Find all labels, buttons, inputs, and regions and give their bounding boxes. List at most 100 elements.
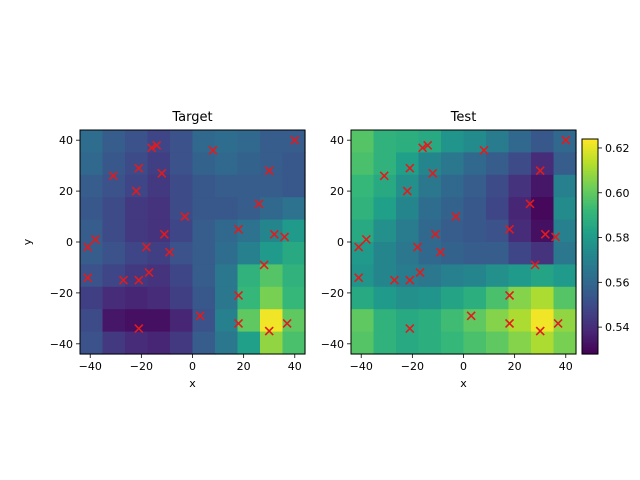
colorbar-tick-label: 0.58 [605, 232, 630, 245]
target-heatmap-cell [102, 242, 126, 265]
colorbar-segment [582, 181, 598, 185]
colorbar-segment [582, 188, 598, 192]
colorbar-segment [582, 349, 598, 353]
test-heatmap-cell [396, 130, 420, 153]
target-heatmap-cell [102, 286, 126, 310]
target-heatmap-cell [125, 309, 149, 333]
test-heatmap-cell [373, 197, 397, 221]
test-marker-x [389, 275, 400, 285]
target-heatmap-cell [260, 152, 284, 176]
target-heatmap-cell [192, 174, 216, 198]
test-marker-x [402, 186, 412, 196]
target-heatmap-cell [102, 197, 126, 221]
colorbar-segment [582, 199, 598, 203]
target-heatmap-cell [102, 309, 126, 333]
colorbar-segment [582, 271, 598, 274]
colorbar-segment [582, 165, 598, 169]
test-heatmap-cell [396, 264, 420, 288]
target-marker-x [282, 318, 292, 329]
target-heatmap-cell [170, 242, 194, 265]
colorbar-segment [582, 208, 598, 212]
target-heatmap-cell [237, 174, 261, 198]
colorbar-segment [582, 228, 598, 232]
test-x-tick-label: −40 [350, 360, 373, 373]
target-heatmap-cell [282, 331, 306, 355]
target-y-tick-label: 20 [59, 185, 73, 198]
colorbar-segment [582, 141, 598, 145]
target-heatmap-cell [170, 286, 194, 310]
test-heatmap-cell [396, 152, 420, 176]
test-marker-x [405, 323, 415, 334]
test-x-tick-label: 0 [460, 360, 467, 373]
test-y-ticks: −40 −20 0 20 40 [321, 134, 351, 351]
colorbar-segment [582, 242, 598, 245]
test-heatmap-cell [486, 130, 510, 153]
test-heatmap-cell [553, 219, 577, 243]
colorbar-tick-label: 0.54 [605, 321, 630, 334]
target-heatmap-cell [147, 174, 171, 198]
target-heatmap-cell [125, 242, 149, 265]
colorbar-segment [582, 351, 598, 355]
test-heatmap-cell [553, 309, 577, 333]
target-panel: Target −40 −20 0 20 40 −40 −20 0 20 40 x y [21, 110, 306, 390]
colorbar-segment [582, 224, 598, 227]
test-heatmap-cell [351, 242, 375, 265]
test-heatmap-cell [351, 197, 375, 221]
target-title: Target [171, 110, 212, 125]
test-heatmap-cell [396, 242, 420, 265]
test-heatmap-cell [463, 219, 487, 243]
target-marker-x [134, 323, 144, 334]
test-x-tick-label: 40 [559, 360, 573, 373]
target-marker-x [157, 168, 167, 178]
test-heatmap-cell [508, 219, 532, 243]
target-heatmap-cell [80, 197, 104, 221]
test-heatmap-cell [396, 331, 420, 355]
colorbar-segment [582, 150, 598, 154]
colorbar-segment [582, 302, 598, 306]
test-heatmap-cell [531, 286, 555, 310]
target-heatmap-cell [125, 152, 149, 176]
test-points [354, 135, 571, 336]
test-heatmap-cell [418, 264, 442, 288]
colorbar-segment [582, 235, 598, 239]
test-heatmap-cell [396, 197, 420, 221]
target-heatmap-cell [102, 331, 126, 355]
target-heatmap-cell [282, 219, 306, 243]
target-heatmap-cell [237, 264, 261, 288]
test-heatmap-cell [508, 309, 532, 333]
colorbar-segment [582, 203, 598, 207]
colorbar-segment [582, 156, 598, 160]
colorbar-segment [582, 329, 598, 333]
target-marker-x [134, 275, 144, 285]
target-heatmap-cell [125, 174, 149, 198]
test-heatmap-cell [486, 309, 510, 333]
colorbar-segment [582, 217, 598, 221]
test-y-tick-label: −40 [321, 338, 344, 351]
test-heatmap-cell [553, 242, 577, 265]
test-y-tick-label: 0 [337, 236, 344, 249]
target-x-tick-label: 40 [288, 360, 302, 373]
test-heatmap-cell [508, 242, 532, 265]
test-heatmap-cell [441, 309, 465, 333]
target-marker-x [108, 171, 118, 181]
test-marker-x [418, 143, 428, 153]
colorbar-segment [582, 194, 598, 198]
colorbar-segment [582, 273, 598, 277]
colorbar-segment [582, 161, 598, 165]
target-heatmap-cell [260, 331, 284, 355]
target-heatmap-cell [170, 219, 194, 243]
colorbar-segment [582, 248, 598, 252]
target-heatmap-cell [170, 152, 194, 176]
test-y-tick-label: −20 [321, 287, 344, 300]
target-heatmap-cell [215, 174, 239, 198]
target-marker-x [195, 311, 205, 321]
colorbar-segment [582, 268, 598, 272]
colorbar-segment [582, 309, 598, 313]
test-marker-x [504, 224, 515, 234]
colorbar-segment [582, 295, 598, 299]
colorbar-segment [582, 143, 598, 147]
colorbar-segment [582, 340, 598, 344]
test-heatmap-cell [508, 130, 532, 153]
colorbar-gradient [582, 139, 598, 355]
test-heatmap-cell [351, 286, 375, 310]
